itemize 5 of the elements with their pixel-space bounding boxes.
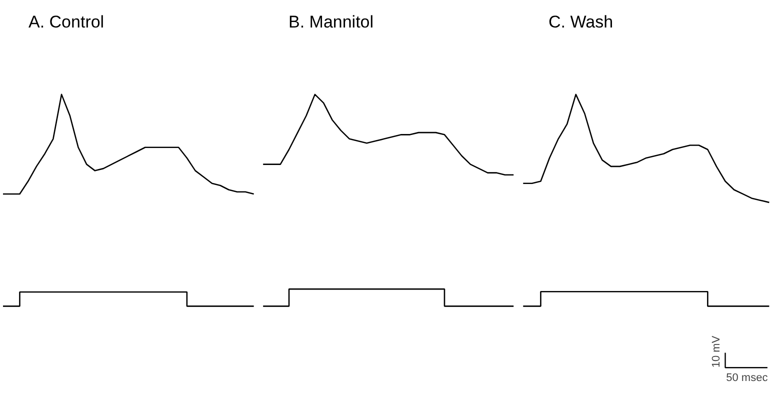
text: 10 mV	[710, 335, 723, 368]
chart-title: B. Mannitol	[288, 12, 374, 32]
text: 50 msec	[726, 372, 768, 384]
chart-title: C. Wash	[548, 12, 614, 32]
chart-title: A. Control	[28, 12, 104, 32]
